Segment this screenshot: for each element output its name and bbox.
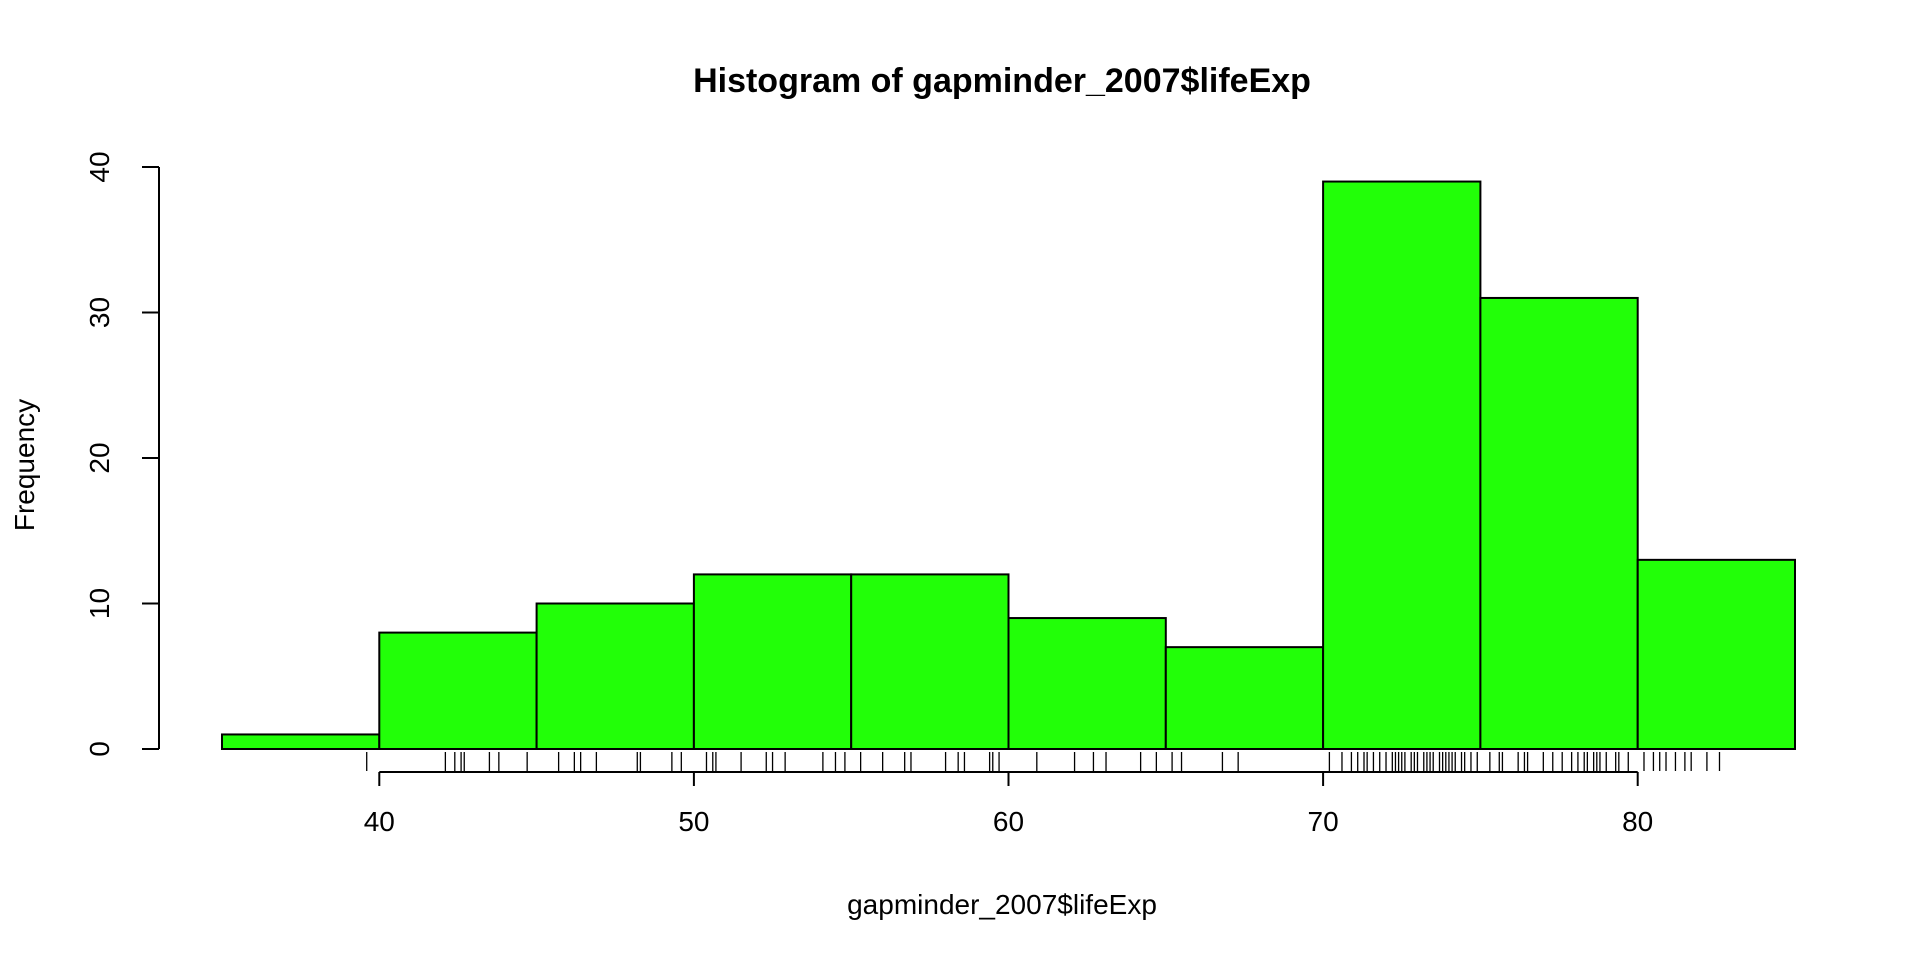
histogram-bar-65-70 bbox=[1164, 646, 1325, 751]
histogram-bar-70-75 bbox=[1322, 180, 1482, 751]
bars-group bbox=[221, 180, 1796, 751]
y-tick-label: 10 bbox=[84, 588, 115, 619]
y-tick-label: 30 bbox=[84, 297, 115, 328]
histogram-bar-80-85 bbox=[1636, 558, 1796, 750]
histogram-bar-50-55 bbox=[692, 573, 853, 751]
histogram-bar-35-40 bbox=[221, 733, 381, 751]
x-tick-label: 70 bbox=[1308, 806, 1339, 837]
y-tick-label: 40 bbox=[84, 151, 115, 182]
x-tick-label: 80 bbox=[1622, 806, 1653, 837]
y-tick-label: 20 bbox=[84, 442, 115, 473]
x-tick-label: 50 bbox=[678, 806, 709, 837]
x-tick-label: 40 bbox=[364, 806, 395, 837]
histogram-bar-60-65 bbox=[1007, 617, 1167, 750]
y-tick-label: 0 bbox=[84, 741, 115, 757]
y-axis: 0 10 20 30 40 bbox=[84, 151, 160, 757]
rug-group bbox=[366, 752, 1721, 771]
chart-title: Histogram of gapminder_2007$lifeExp bbox=[693, 62, 1311, 100]
histogram-bar-75-80 bbox=[1479, 296, 1639, 750]
x-axis: 40 50 60 70 80 bbox=[364, 771, 1653, 837]
x-axis-label: gapminder_2007$lifeExp bbox=[847, 889, 1157, 920]
y-axis-label: Frequency bbox=[9, 399, 40, 531]
histogram-bar-55-60 bbox=[850, 573, 1010, 751]
histogram-bar-40-45 bbox=[378, 631, 538, 750]
histogram-bar-45-50 bbox=[535, 602, 695, 750]
x-tick-label: 60 bbox=[993, 806, 1024, 837]
